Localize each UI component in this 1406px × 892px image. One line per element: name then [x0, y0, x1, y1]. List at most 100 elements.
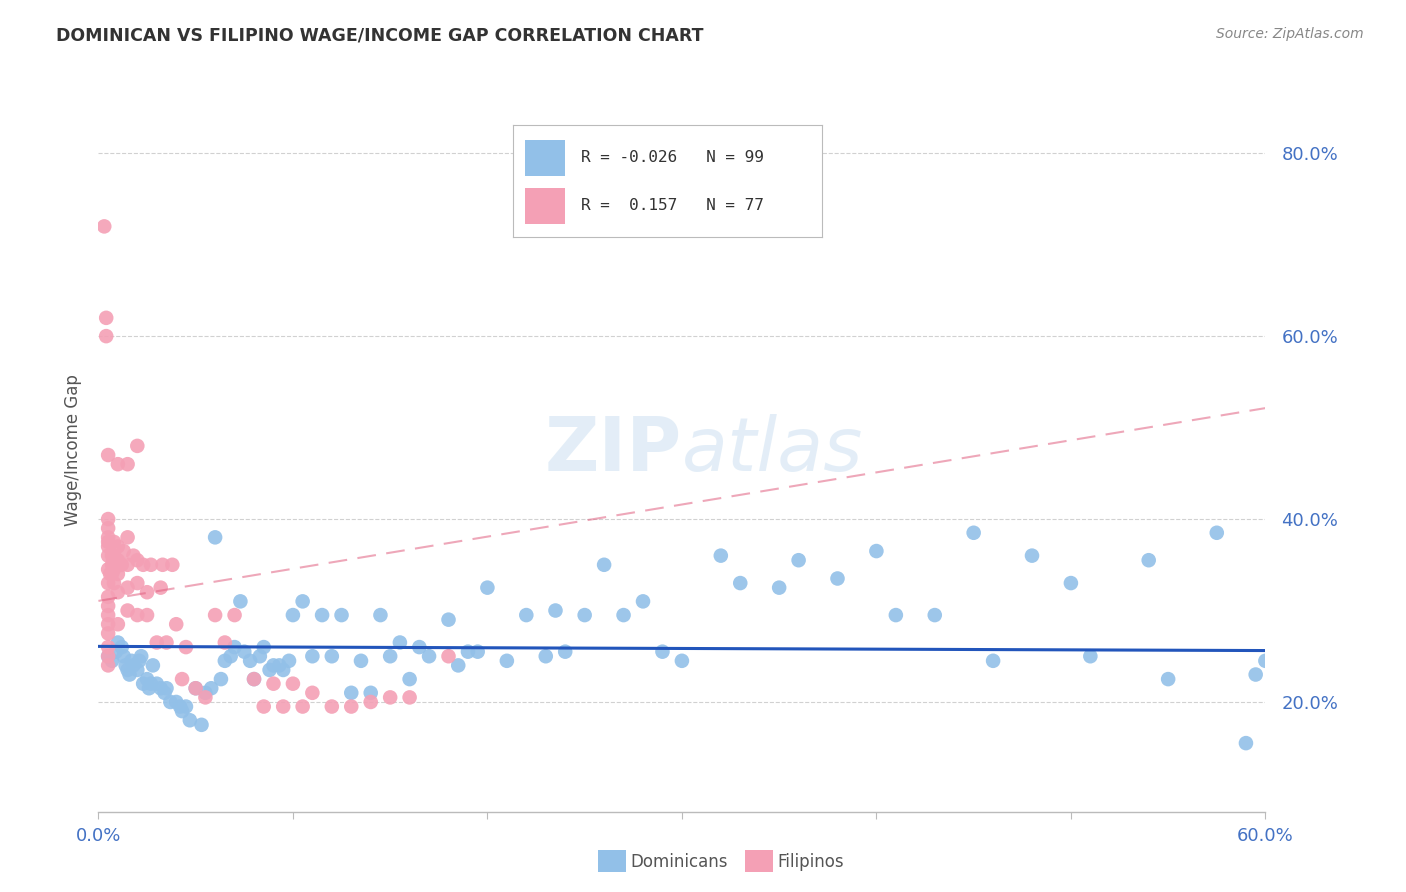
Point [103, 549, 125, 563]
Point [101, 654, 124, 668]
Point [149, 581, 172, 595]
Point [107, 585, 129, 599]
Point [787, 553, 810, 567]
Point [360, 686, 382, 700]
Point [127, 576, 149, 591]
Point [981, 654, 1004, 668]
Point [97, 608, 120, 623]
Point [103, 576, 125, 591]
Point [1244, 667, 1267, 681]
Point [142, 658, 165, 673]
Point [132, 676, 155, 690]
Point [194, 690, 217, 705]
Point [107, 457, 129, 471]
Point [117, 581, 139, 595]
Point [169, 699, 191, 714]
Point [139, 676, 162, 690]
Point [962, 525, 984, 540]
Point [884, 608, 907, 623]
Point [107, 635, 129, 649]
Point [291, 699, 314, 714]
Point [370, 608, 392, 623]
Point [127, 439, 149, 453]
Point [170, 672, 193, 686]
Point [360, 695, 382, 709]
Point [1157, 672, 1180, 686]
Point [112, 544, 135, 558]
Point [437, 613, 460, 627]
Point [136, 585, 159, 599]
Point [398, 672, 420, 686]
Point [827, 572, 849, 586]
Point [214, 654, 236, 668]
Point [153, 686, 176, 700]
Text: Source: ZipAtlas.com: Source: ZipAtlas.com [1216, 27, 1364, 41]
Text: Filipinos: Filipinos [778, 853, 844, 871]
Point [219, 649, 242, 664]
Point [184, 681, 207, 696]
Point [398, 690, 420, 705]
Point [1234, 736, 1257, 750]
Point [262, 658, 284, 673]
Point [97, 535, 120, 549]
Point [107, 617, 129, 632]
Point [101, 566, 124, 581]
Point [98, 566, 121, 581]
Point [418, 649, 440, 664]
Point [97, 626, 120, 640]
Point [107, 566, 129, 581]
Text: DOMINICAN VS FILIPINO WAGE/INCOME GAP CORRELATION CHART: DOMINICAN VS FILIPINO WAGE/INCOME GAP CO… [56, 27, 704, 45]
Point [278, 654, 301, 668]
Point [127, 663, 149, 677]
Point [97, 530, 120, 544]
Point [117, 663, 139, 677]
Point [111, 640, 134, 654]
Point [467, 645, 489, 659]
Point [138, 681, 160, 696]
Point [152, 558, 174, 572]
Point [249, 649, 271, 664]
Point [97, 617, 120, 632]
Point [97, 512, 120, 526]
Point [97, 649, 120, 664]
Point [103, 562, 125, 576]
Point [97, 640, 120, 654]
Text: Dominicans: Dominicans [630, 853, 727, 871]
Point [190, 718, 212, 732]
Point [671, 654, 693, 668]
Point [97, 658, 120, 673]
Point [865, 544, 887, 558]
Point [214, 635, 236, 649]
Point [534, 649, 557, 664]
Point [243, 672, 266, 686]
Text: ZIP: ZIP [544, 414, 682, 487]
Point [155, 681, 177, 696]
Point [209, 672, 232, 686]
Point [128, 654, 150, 668]
Point [730, 576, 752, 591]
Point [104, 553, 127, 567]
Point [271, 663, 294, 677]
Point [118, 667, 141, 681]
Point [388, 635, 411, 649]
Point [380, 690, 402, 705]
Point [253, 699, 276, 714]
Point [574, 608, 596, 623]
Y-axis label: Wage/Income Gap: Wage/Income Gap [63, 375, 82, 526]
Point [1060, 576, 1083, 591]
Point [291, 594, 314, 608]
Point [924, 608, 946, 623]
Point [311, 608, 333, 623]
Point [204, 530, 226, 544]
Point [1080, 649, 1102, 664]
Point [243, 672, 266, 686]
Point [200, 681, 222, 696]
Point [149, 681, 172, 696]
Point [139, 558, 162, 572]
Point [593, 558, 616, 572]
Point [259, 663, 281, 677]
Point [174, 699, 197, 714]
Point [229, 594, 252, 608]
Point [132, 558, 155, 572]
Point [710, 549, 733, 563]
